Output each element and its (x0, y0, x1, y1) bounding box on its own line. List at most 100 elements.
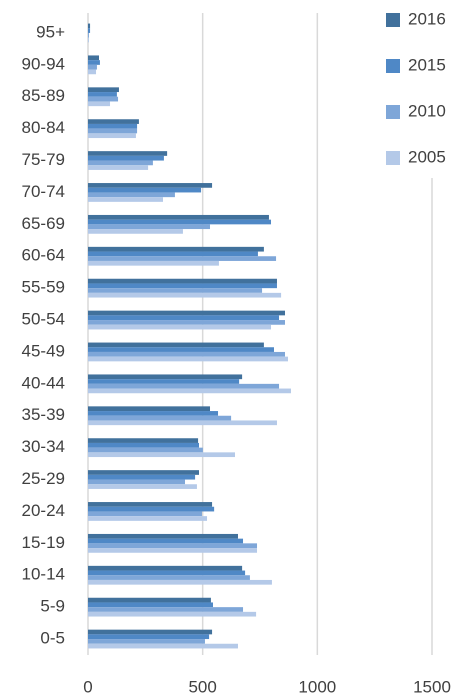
y-tick-label: 85-89 (22, 86, 65, 105)
bar (88, 579, 272, 585)
bar (88, 342, 264, 348)
bar (88, 151, 168, 156)
bar (88, 219, 272, 225)
bar (88, 260, 219, 266)
bar (88, 251, 258, 257)
bar (88, 310, 285, 316)
bar (88, 570, 246, 576)
bar (88, 511, 202, 517)
bar (88, 484, 197, 489)
bar (88, 634, 210, 640)
bar (88, 64, 97, 70)
y-tick-label: 35-39 (22, 405, 65, 424)
bar (88, 69, 97, 75)
y-tick-label: 5-9 (40, 597, 65, 616)
y-tick-label: 90-94 (22, 54, 65, 73)
bar (88, 133, 136, 139)
y-tick-label: 65-69 (22, 214, 65, 233)
bar (88, 538, 244, 544)
y-tick-label: 15-19 (22, 533, 65, 552)
bar (88, 639, 205, 644)
bar (88, 629, 213, 635)
bar (88, 23, 91, 29)
bar (88, 470, 199, 475)
bar (88, 60, 100, 65)
y-tick-label: 60-64 (22, 246, 65, 265)
bar (88, 92, 117, 97)
y-tick-label: 50-54 (22, 310, 65, 329)
bar (88, 288, 263, 293)
bar (88, 379, 240, 384)
bar (88, 533, 238, 539)
y-tick-label: 75-79 (22, 150, 65, 169)
x-tick-label: 0 (83, 677, 92, 696)
y-tick-label: 80-84 (22, 118, 65, 137)
bar (88, 283, 277, 289)
bar (88, 452, 236, 458)
bar (88, 506, 215, 512)
bar (88, 55, 100, 61)
x-tick-label: 1000 (298, 677, 336, 696)
bar (88, 351, 285, 357)
bar (88, 320, 285, 325)
bar (88, 160, 153, 166)
bar (88, 374, 243, 380)
legend-swatch (386, 105, 400, 119)
bar (88, 356, 288, 362)
legend-swatch (386, 59, 400, 73)
bar (88, 187, 202, 193)
bar (88, 479, 186, 485)
bar (88, 643, 238, 649)
bar (88, 420, 277, 426)
bar (88, 602, 213, 608)
bar (88, 388, 291, 394)
bar (88, 415, 232, 421)
bar (88, 347, 274, 352)
y-tick-label: 55-59 (22, 278, 65, 297)
y-tick-label: 20-24 (22, 501, 65, 520)
bar (88, 278, 277, 284)
bar (88, 406, 211, 412)
legend-swatch (386, 13, 400, 27)
bar (88, 502, 213, 507)
bar (88, 119, 139, 124)
bar (88, 32, 89, 38)
bar (88, 516, 208, 521)
y-tick-label: 25-29 (22, 469, 65, 488)
bar (88, 438, 199, 443)
bar (88, 256, 277, 261)
bar (88, 474, 196, 480)
legend-background (378, 0, 460, 178)
bar (88, 155, 164, 161)
bar (88, 192, 175, 198)
bar (88, 442, 199, 448)
bar (88, 224, 211, 230)
y-tick-label: 30-34 (22, 437, 65, 456)
bar (88, 96, 119, 102)
bar (88, 383, 280, 389)
bar (88, 597, 211, 603)
bar (88, 229, 183, 234)
y-tick-label: 10-14 (22, 565, 65, 584)
legend-swatch (386, 151, 400, 165)
legend-label: 2010 (408, 101, 446, 120)
legend-label: 2015 (408, 55, 446, 74)
bar (88, 575, 250, 580)
bar (88, 611, 257, 617)
bar (88, 183, 213, 188)
bar (88, 292, 282, 298)
y-tick-label: 40-44 (22, 373, 65, 392)
y-tick-label: 45-49 (22, 341, 65, 360)
bar (88, 123, 138, 129)
bar (88, 28, 91, 33)
bar (88, 543, 258, 549)
bar (88, 447, 203, 453)
bar (88, 87, 119, 93)
y-tick-label: 70-74 (22, 182, 65, 201)
bar (88, 565, 243, 571)
bar (88, 197, 163, 202)
bar (88, 246, 264, 252)
y-tick-label: 95+ (36, 22, 65, 41)
bar (88, 411, 219, 416)
